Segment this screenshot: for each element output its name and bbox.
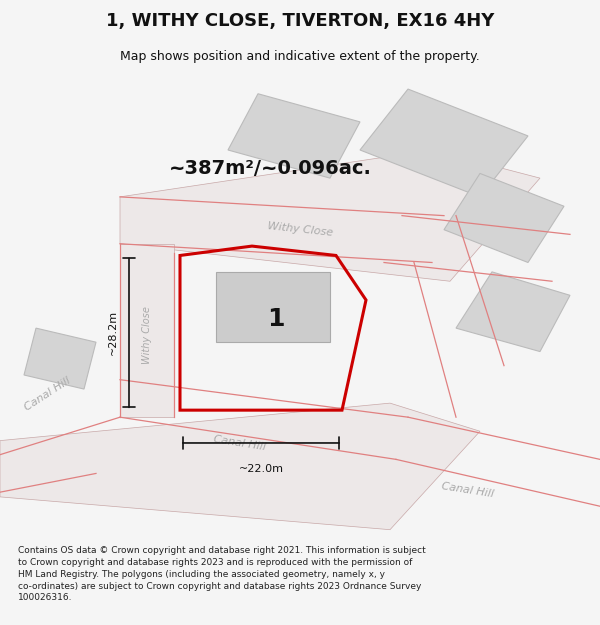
Polygon shape bbox=[228, 94, 360, 178]
Text: ~387m²/~0.096ac.: ~387m²/~0.096ac. bbox=[169, 159, 371, 178]
Polygon shape bbox=[120, 244, 174, 418]
Text: 1: 1 bbox=[267, 307, 285, 331]
Text: ~22.0m: ~22.0m bbox=[238, 464, 283, 474]
Text: 1, WITHY CLOSE, TIVERTON, EX16 4HY: 1, WITHY CLOSE, TIVERTON, EX16 4HY bbox=[106, 12, 494, 30]
Polygon shape bbox=[120, 150, 540, 281]
Text: Canal Hill: Canal Hill bbox=[213, 434, 267, 452]
Text: Map shows position and indicative extent of the property.: Map shows position and indicative extent… bbox=[120, 50, 480, 62]
Polygon shape bbox=[216, 272, 330, 342]
Text: Canal Hill: Canal Hill bbox=[441, 481, 495, 499]
Polygon shape bbox=[456, 272, 570, 351]
Text: ~28.2m: ~28.2m bbox=[108, 310, 118, 356]
Text: Canal Hill: Canal Hill bbox=[23, 375, 73, 413]
Polygon shape bbox=[24, 328, 96, 389]
Polygon shape bbox=[0, 403, 480, 530]
Polygon shape bbox=[444, 173, 564, 262]
Text: Withy Close: Withy Close bbox=[267, 221, 333, 238]
Text: Contains OS data © Crown copyright and database right 2021. This information is : Contains OS data © Crown copyright and d… bbox=[18, 546, 426, 602]
Text: Withy Close: Withy Close bbox=[142, 306, 152, 364]
Polygon shape bbox=[360, 89, 528, 197]
